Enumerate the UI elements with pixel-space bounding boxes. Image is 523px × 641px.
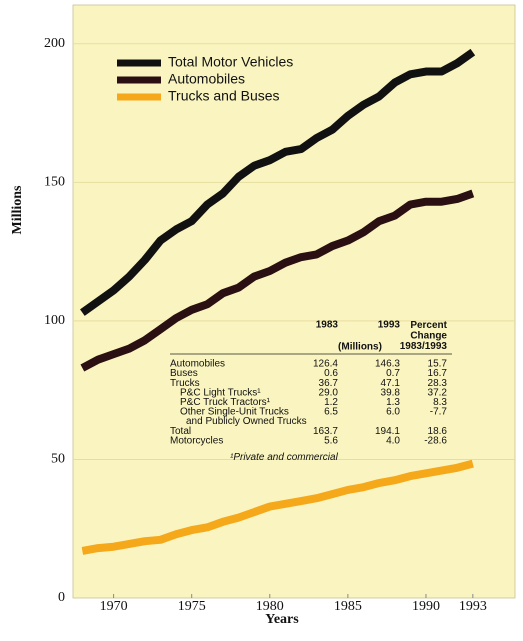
- table-row-label: Motorcycles: [170, 435, 223, 446]
- x-tick-label: 1980: [256, 599, 284, 614]
- y-tick-label: 200: [44, 36, 65, 51]
- table-unit: (Millions): [338, 342, 382, 353]
- table-row-label: P&C Light Trucks¹: [180, 387, 261, 398]
- table-cell: 1.3: [386, 397, 400, 408]
- x-tick-label: 1993: [459, 599, 487, 614]
- table-row-label: Other Single-Unit Trucks: [180, 407, 289, 418]
- table-row-label: Automobiles: [170, 359, 225, 370]
- table-row-label: P&C Truck Tractors¹: [180, 397, 271, 408]
- table-header: Percent Change 1983/1993: [400, 320, 448, 352]
- series-line: [80, 189, 475, 372]
- table-footnote: ¹Private and commercial: [230, 452, 339, 463]
- table-row-label: and Publicly Owned Trucks: [186, 416, 307, 427]
- table-row-label: Buses: [170, 368, 198, 379]
- table-cell: 194.1: [375, 426, 400, 437]
- table-cell: 146.3: [375, 359, 400, 370]
- y-tick-label: 0: [58, 590, 65, 605]
- table-cell: -7.7: [430, 407, 448, 418]
- table-cell: 126.4: [313, 359, 338, 370]
- y-tick-label: 50: [51, 452, 65, 467]
- table-cell: 28.3: [428, 378, 448, 389]
- table-cell: 5.6: [324, 435, 338, 446]
- table-header: 1993: [378, 320, 401, 331]
- y-tick-label: 100: [44, 313, 65, 328]
- table-cell: 4.0: [386, 435, 400, 446]
- x-tick-label: 1985: [334, 599, 362, 614]
- table-cell: -28.6: [424, 435, 447, 446]
- series-line: [81, 459, 474, 555]
- table-cell: 6.0: [386, 407, 400, 418]
- table-cell: 47.1: [381, 378, 401, 389]
- legend-label: Trucks and Buses: [168, 88, 280, 104]
- table-cell: 1.2: [324, 397, 338, 408]
- y-axis-label: Millions: [10, 185, 25, 235]
- legend-label: Total Motor Vehicles: [168, 54, 293, 70]
- table-cell: 15.7: [428, 359, 448, 370]
- table-header: 1983: [316, 320, 339, 331]
- x-tick-label: 1970: [100, 599, 128, 614]
- table-row-label: Total: [170, 426, 191, 437]
- table-cell: 8.3: [433, 397, 447, 408]
- table-cell: 29.0: [319, 387, 339, 398]
- series-line: [80, 48, 476, 316]
- x-tick-label: 1990: [412, 599, 440, 614]
- table-cell: 36.7: [319, 378, 339, 389]
- table-cell: 0.7: [386, 368, 400, 379]
- table-cell: 16.7: [428, 368, 448, 379]
- legend-label: Automobiles: [168, 71, 245, 87]
- table-row-label: Trucks: [170, 378, 200, 389]
- table-cell: 18.6: [428, 426, 448, 437]
- x-tick-label: 1975: [178, 599, 206, 614]
- table-cell: 0.6: [324, 368, 338, 379]
- table-cell: 6.5: [324, 407, 338, 418]
- table-cell: 37.2: [428, 387, 448, 398]
- table-cell: 39.8: [381, 387, 401, 398]
- x-axis-label: Years: [265, 612, 299, 627]
- y-tick-label: 150: [44, 175, 65, 190]
- table-cell: 163.7: [313, 426, 338, 437]
